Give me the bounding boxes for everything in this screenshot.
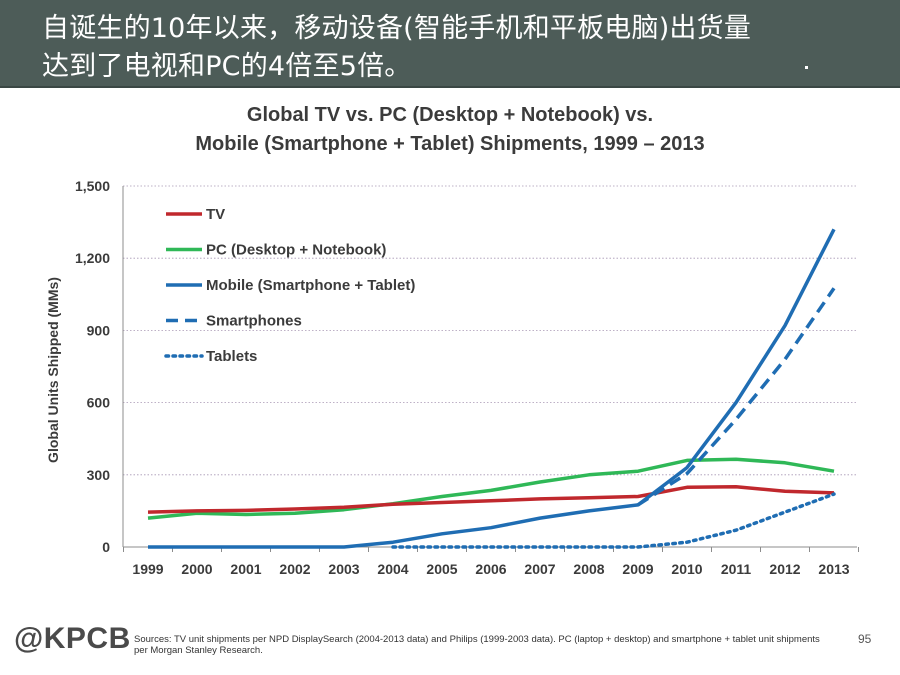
x-tick-label: 2012	[769, 561, 800, 577]
x-tick-label: 2001	[230, 561, 261, 577]
chart-subtitle: Mobile (Smartphone + Tablet) Shipments, …	[195, 133, 705, 155]
x-tick-label: 2010	[671, 561, 702, 577]
line-chart: 0 300 600 900 1,200 1,500 1999 2000 2001 2002 200…	[45, 178, 859, 577]
x-tick-label: 2007	[524, 561, 555, 577]
y-tick-label: 300	[87, 467, 111, 483]
y-tick-label: 900	[87, 322, 111, 338]
series-line-smartphones	[637, 287, 836, 507]
chart-title: Global TV vs. PC (Desktop + Notebook) vs…	[246, 104, 654, 126]
legend-label: Tablets	[206, 348, 257, 365]
series-line-tablets	[391, 492, 836, 549]
x-tick-label: 2004	[377, 561, 408, 577]
page-number: 95	[858, 632, 872, 646]
x-tick-label: 2013	[818, 561, 849, 577]
source-note: Sources: TV unit shipments per NPD Displ…	[134, 634, 820, 656]
y-tick-labels: 0 300 600 900 1,200 1,500	[75, 178, 110, 555]
x-tick-labels: 1999 2000 2001 2002 2003 2004 2005 2006 2007 2008…	[132, 561, 849, 577]
legend-label: Smartphones	[206, 313, 302, 330]
y-tick-label: 600	[87, 395, 111, 411]
banner-dot	[805, 66, 808, 69]
legend: TV PC (Desktop + Notebook) Mobile (Smartph…	[164, 206, 415, 365]
y-tick-label: 1,200	[75, 250, 110, 266]
x-tick-label: 2009	[622, 561, 653, 577]
legend-label: TV	[206, 206, 225, 223]
kpcb-logo: @KPCB	[14, 622, 131, 655]
x-tick-label: 2005	[426, 561, 457, 577]
banner-title-line2: 达到了电视和PC的4倍至5倍。	[42, 51, 412, 82]
header-banner: 自诞生的10年以来，移动设备(智能手机和平板电脑)出货量 达到了电视和PC的4倍…	[0, 0, 900, 88]
y-tick-label: 1,500	[75, 178, 110, 194]
series-line-tv	[147, 485, 835, 514]
grid-lines	[123, 185, 857, 476]
legend-label: PC (Desktop + Notebook)	[206, 242, 386, 259]
series-lines	[147, 228, 836, 549]
legend-label: Mobile (Smartphone + Tablet)	[206, 277, 415, 294]
x-tick-label: 1999	[132, 561, 163, 577]
x-tick-label: 2000	[181, 561, 212, 577]
y-axis-label: Global Units Shipped (MMs)	[45, 277, 61, 463]
y-tick-label: 0	[102, 539, 110, 555]
x-tick-label: 2011	[721, 561, 752, 577]
series-line-pc-desktop-notebook	[147, 457, 835, 520]
x-tick-label: 2008	[573, 561, 604, 577]
x-tick-label: 2006	[475, 561, 506, 577]
x-tick-label: 2003	[328, 561, 359, 577]
series-line-mobile-smartphone-tablet	[148, 228, 836, 549]
x-tick-label: 2002	[279, 561, 310, 577]
banner-title-line1: 自诞生的10年以来，移动设备(智能手机和平板电脑)出货量	[42, 13, 752, 44]
